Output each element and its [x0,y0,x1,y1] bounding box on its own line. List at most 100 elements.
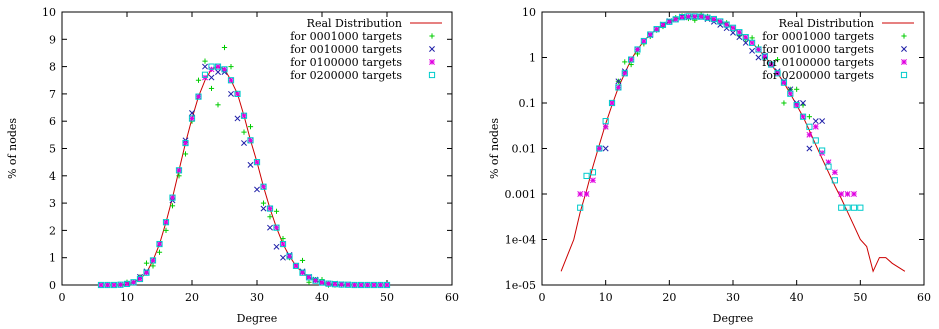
marker-stroke [273,224,280,231]
y-axis-label: % of nodes [6,118,19,179]
x-tick-label: 20 [662,291,676,304]
marker-stroke [169,194,176,201]
marker-stroke [838,204,845,211]
marker-stroke [286,253,293,260]
legend-marker-plus [901,33,907,39]
data-point-square [736,29,743,36]
marker-stroke [717,18,724,25]
marker-stroke [742,34,749,41]
data-point-square [602,118,609,125]
marker-stroke [615,84,622,91]
data-point-plus [794,86,800,92]
marker-stroke [163,219,169,226]
data-point-square [615,84,622,91]
y-tick-label: 10 [42,6,56,19]
data-point-star [371,282,377,288]
marker-stroke [710,15,718,23]
marker-stroke [428,71,436,79]
marker-stroke [628,56,635,63]
marker-stroke [755,46,762,53]
marker-stroke [800,100,806,106]
data-point-cross [806,145,813,152]
data-point-cross [742,39,749,46]
y-tick-label: 4 [49,170,56,183]
data-point-square [273,224,280,231]
marker-stroke [768,61,775,68]
marker-stroke [621,70,628,77]
marker-stroke [143,269,150,276]
data-point-star [844,191,851,197]
legend-marker-star [901,59,907,65]
data-point-plus [749,35,755,41]
marker-stroke [208,63,215,70]
data-point-star [241,112,247,119]
marker-stroke [318,279,326,286]
data-point-cross [247,161,254,168]
data-point-square [104,281,111,289]
data-point-square [247,137,254,144]
data-point-cross [189,110,195,116]
data-point-square [286,253,293,260]
data-point-star [137,276,143,282]
data-point-square [806,123,813,130]
data-point-star [351,282,358,288]
data-point-cross [228,90,234,97]
marker-stroke [227,77,235,84]
data-point-star [768,61,775,68]
data-point-star [780,79,787,86]
marker-stroke [280,254,286,261]
data-point-plus [182,151,189,157]
marker-stroke [672,16,679,23]
marker-stroke [306,274,312,281]
data-point-star [685,13,692,20]
marker-stroke [844,204,851,211]
data-point-star [838,191,845,197]
data-point-square [143,269,150,276]
marker-stroke [195,93,202,100]
data-point-star [615,84,622,91]
data-point-star [851,191,857,197]
marker-stroke [110,281,118,289]
data-point-square [844,204,851,211]
marker-stroke [615,78,622,85]
marker-stroke [793,102,800,109]
marker-stroke [189,110,195,116]
marker-stroke [640,38,647,44]
data-point-plus [169,203,176,209]
data-point-star [98,282,104,288]
data-point-star [293,262,299,269]
data-point-star [319,279,325,286]
data-point-plus [306,279,312,285]
marker-stroke [717,18,724,25]
marker-stroke [615,84,622,91]
x-tick-label: 0 [539,291,546,304]
marker-stroke [844,191,851,197]
data-point-square [647,31,654,38]
legend-label: for 0100000 targets [762,56,874,69]
marker-stroke [312,277,319,284]
y-tick-label: 0.01 [512,143,537,156]
legend-marker-plus [429,33,435,39]
marker-stroke [723,21,730,28]
marker-stroke [325,280,332,287]
data-point-star [812,123,819,130]
marker-stroke [666,18,673,25]
marker-stroke [266,205,274,212]
data-point-cross [755,54,762,61]
marker-stroke [691,13,698,20]
data-point-star [710,16,717,23]
data-point-square [634,46,641,53]
marker-stroke [730,29,736,36]
marker-stroke [761,53,768,60]
marker-stroke [104,281,111,289]
legend-label: for 0200000 targets [762,69,874,82]
marker-stroke [208,74,215,81]
marker-stroke [286,253,293,260]
marker-stroke [156,241,163,248]
data-point-star [143,269,150,276]
marker-stroke [234,90,241,97]
marker-stroke [780,79,787,86]
log-degree-chart: 0 10 20 30 40 50 60 1e-05 1e-04 0.001 0.01 0.1 1 10 De… [470,0,939,329]
marker-stroke [111,282,117,288]
marker-stroke [621,70,628,77]
